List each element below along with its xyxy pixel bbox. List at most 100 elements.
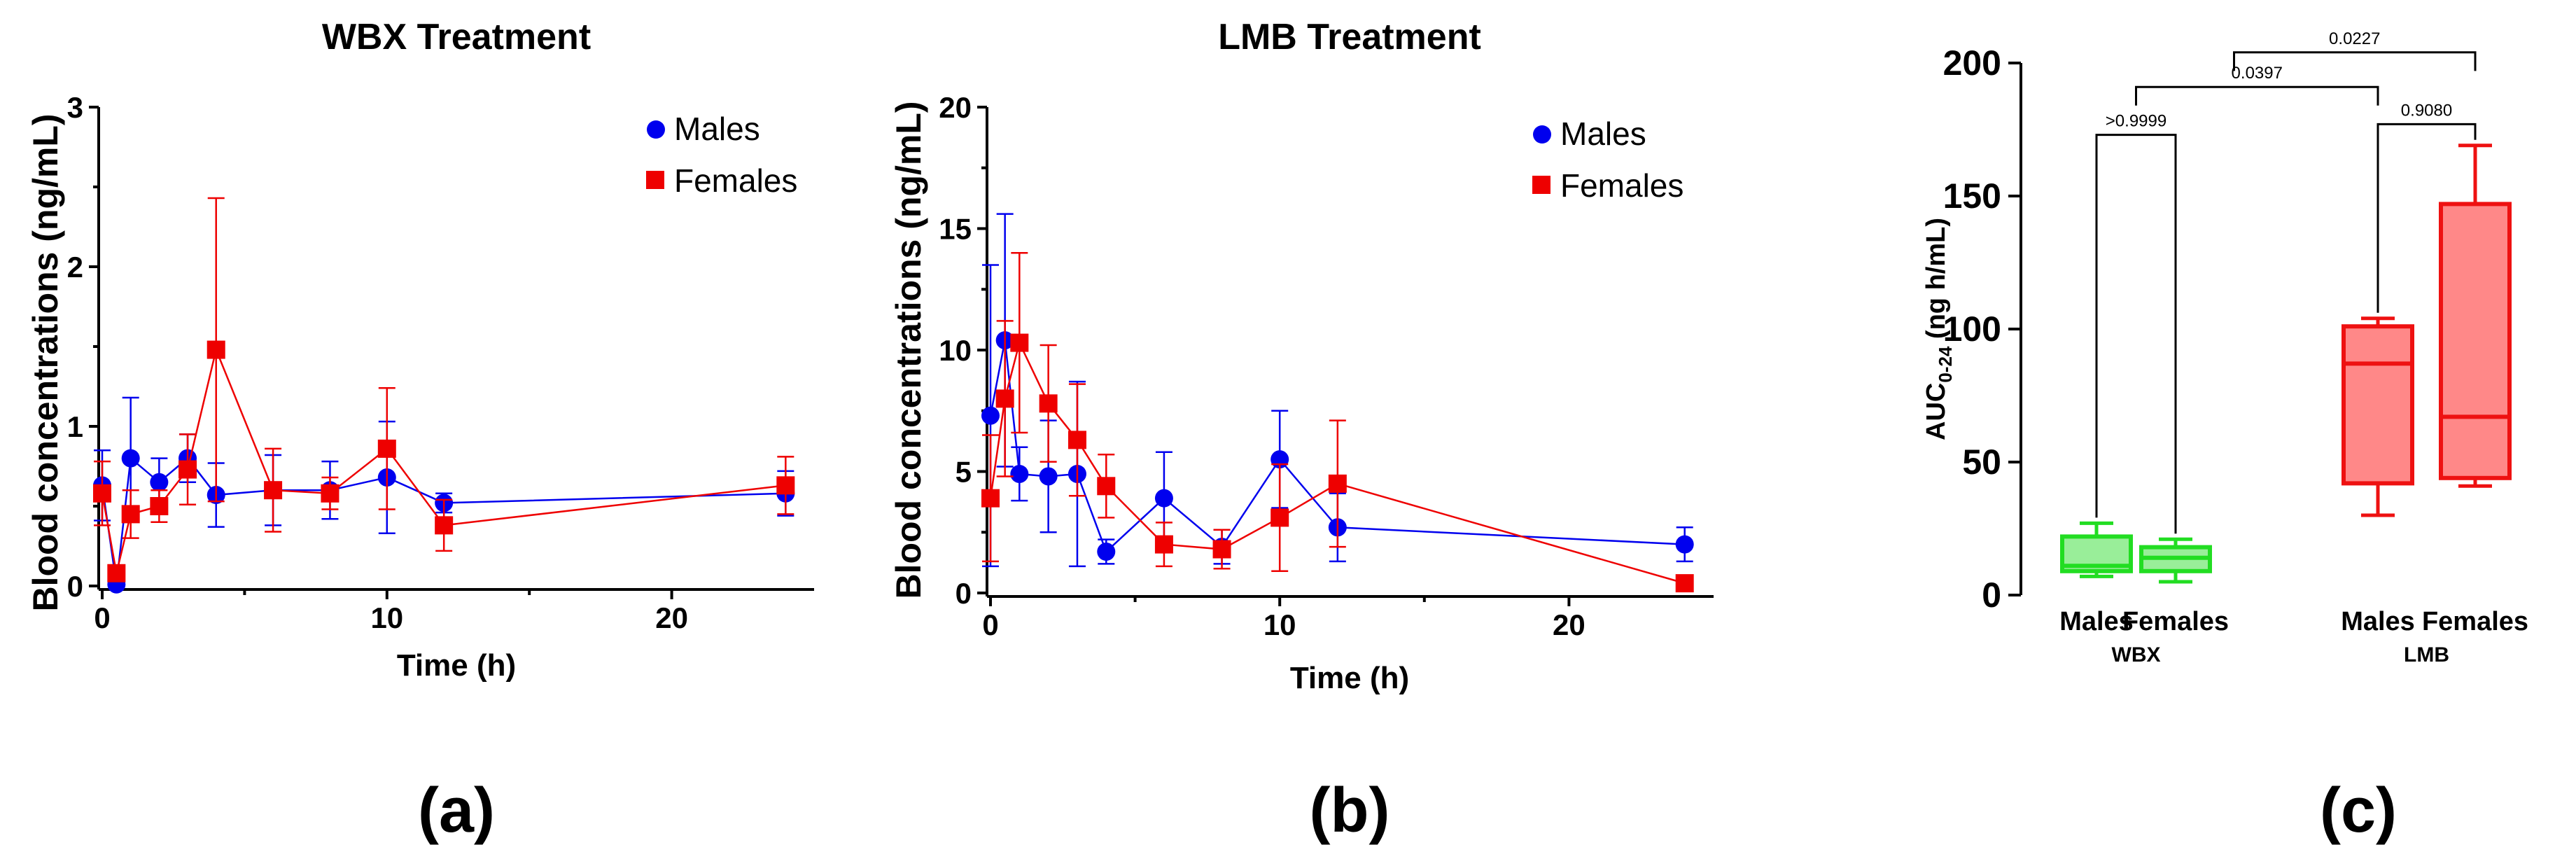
y-tick-label: 0: [1982, 575, 2001, 615]
panel-a: WBX Treatment 0 1 2 3 0 10 20 Blood concentrat…: [26, 17, 814, 846]
x-tick-label: 10: [370, 601, 403, 634]
data-point-females: [150, 497, 169, 515]
y-tick-label: 200: [1943, 43, 2001, 83]
y-tick-label: 2: [67, 251, 83, 284]
group-label: WBX: [2112, 643, 2161, 666]
panel-a-series: [93, 197, 795, 594]
data-point-females: [206, 340, 225, 359]
panel-b: LMB Treatment 0 5 10 15 20 0 10 20 Blood concen…: [889, 17, 1714, 846]
category-label: Males: [2341, 607, 2415, 636]
data-point-females: [995, 389, 1014, 408]
panel-c-axes: 0 50 100 150 200: [1943, 43, 2022, 615]
data-point-males: [1675, 535, 1694, 554]
category-label: Males: [2059, 607, 2134, 636]
data-point-females: [93, 484, 111, 503]
panel-b-legend: Males Females: [1532, 116, 1684, 204]
legend-females-marker: [646, 171, 664, 189]
data-point-males: [121, 449, 140, 468]
p-value-label: 0.0397: [2232, 64, 2283, 83]
legend-males-marker: [647, 120, 665, 139]
data-point-males: [1039, 467, 1058, 486]
category-label: Females: [2122, 607, 2229, 636]
significance-bracket: [2095, 134, 2177, 534]
data-point-males: [1154, 489, 1173, 508]
panel-a-ylabel: Blood concentrations (ng/mL): [26, 113, 65, 611]
legend-females-marker: [1532, 176, 1550, 194]
x-tick-label: 0: [94, 601, 110, 634]
panel-a-axes: 0 1 2 3 0 10 20: [67, 91, 814, 634]
significance-bracket: [2376, 123, 2477, 313]
panel-a-title: WBX Treatment: [322, 17, 591, 57]
significance-bracket: [2233, 51, 2477, 71]
panel-c-boxes: [2060, 144, 2512, 584]
data-point-females: [1675, 574, 1694, 593]
box-lmb-males: [2342, 324, 2414, 486]
y-tick-label: 100: [1943, 309, 2001, 349]
data-point-females: [377, 439, 396, 458]
panel-b-ylabel: Blood concentrations (ng/mL): [889, 101, 928, 599]
data-point-females: [435, 516, 454, 535]
x-tick-label: 20: [655, 601, 688, 634]
p-value-label: >0.9999: [2106, 112, 2166, 131]
data-point-females: [1010, 333, 1029, 352]
legend-females-label: Females: [674, 162, 797, 199]
panel-a-legend: Males Females: [646, 111, 797, 199]
y-tick-label: 1: [67, 410, 83, 443]
data-point-females: [107, 564, 126, 582]
panel-c-significance: >0.9999 0.9080 0.0397 0.0227: [2095, 29, 2477, 534]
panel-c: 0 50 100 150 200 >0.9999 0.9080 0.0397 0.0227 M…: [1921, 29, 2528, 846]
legend-males-marker: [1533, 125, 1551, 144]
ylabel-rest: (ng h/mL): [1921, 218, 1951, 347]
p-value-label: 0.9080: [2401, 101, 2452, 120]
panel-c-ylabel: AUC0-24 (ng h/mL): [1921, 218, 1956, 440]
ylabel-main: AUC: [1921, 383, 1951, 440]
y-tick-label: 20: [939, 91, 972, 124]
box-lmb-females: [2439, 202, 2512, 480]
data-point-females: [1328, 474, 1347, 493]
y-tick-label: 10: [939, 334, 972, 367]
y-tick-label: 15: [939, 213, 972, 246]
y-tick-label: 50: [1962, 442, 2001, 482]
panel-b-label: (b): [1310, 776, 1390, 846]
data-point-males: [150, 473, 169, 491]
data-point-males: [981, 406, 1000, 425]
y-tick-label: 150: [1943, 176, 2001, 216]
significance-bracket: [2135, 85, 2379, 106]
data-point-females: [776, 476, 795, 495]
x-tick-label: 20: [1553, 608, 1586, 641]
x-tick-label: 0: [982, 608, 998, 641]
data-point-females: [1270, 508, 1289, 527]
legend-males-label: Males: [674, 111, 760, 147]
group-label: LMB: [2404, 643, 2449, 666]
panel-a-label: (a): [418, 776, 495, 846]
data-point-females: [264, 481, 283, 500]
category-label: Females: [2422, 607, 2528, 636]
legend-males-label: Males: [1560, 116, 1646, 152]
panel-a-xlabel: Time (h): [397, 648, 516, 683]
panel-b-axes: 0 5 10 15 20 0 10 20: [939, 91, 1714, 641]
ylabel-sub: 0-24: [1935, 346, 1956, 383]
panel-b-title: LMB Treatment: [1218, 17, 1481, 57]
data-point-females: [1154, 535, 1173, 554]
data-point-males: [1097, 543, 1116, 561]
legend-females-label: Females: [1560, 167, 1684, 204]
panel-b-series: [981, 213, 1694, 593]
x-tick-label: 10: [1264, 608, 1296, 641]
data-point-females: [178, 460, 197, 479]
y-tick-label: 5: [955, 456, 972, 489]
y-tick-label: 3: [67, 91, 83, 124]
data-point-females: [1039, 394, 1058, 413]
data-point-males: [1010, 464, 1029, 483]
data-point-females: [321, 484, 340, 503]
data-point-females: [1068, 431, 1086, 449]
panel-b-xlabel: Time (h): [1290, 661, 1409, 695]
data-point-females: [981, 489, 1000, 508]
data-point-females: [121, 505, 140, 524]
data-point-females: [1212, 540, 1231, 559]
y-tick-label: 0: [67, 570, 83, 603]
panel-c-label: (c): [2320, 776, 2397, 846]
p-value-label: 0.0227: [2329, 29, 2380, 48]
y-tick-label: 0: [955, 577, 972, 610]
